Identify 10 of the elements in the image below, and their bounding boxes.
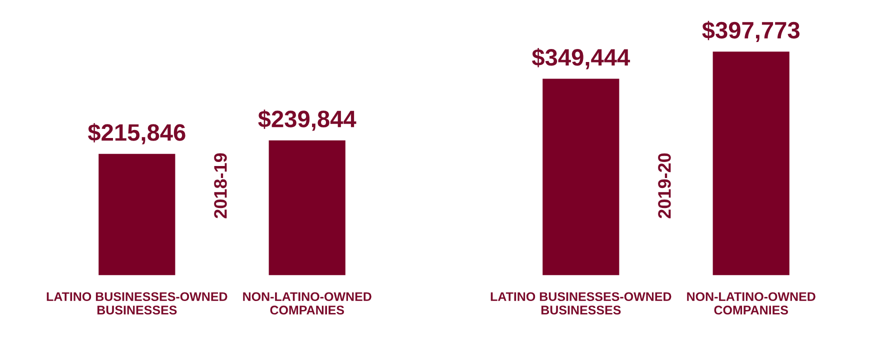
x-tick-label: NON-LATINO-OWNED COMPANIES: [243, 292, 372, 315]
data-label: $397,773: [702, 20, 800, 42]
x-tick-label: NON-LATINO-OWNED COMPANIES: [687, 292, 816, 315]
x-tick-label: LATINO BUSINESSES-OWNED BUSINESSES: [46, 292, 228, 315]
x-tick-label: LATINO BUSINESSES-OWNED BUSINESSES: [490, 292, 672, 315]
annotation: 2018-19: [214, 153, 227, 218]
data-label: $239,844: [258, 110, 356, 131]
annotation: 2019-20: [658, 153, 671, 218]
data-label: $215,846: [88, 123, 186, 144]
data-label: $349,444: [532, 48, 630, 70]
